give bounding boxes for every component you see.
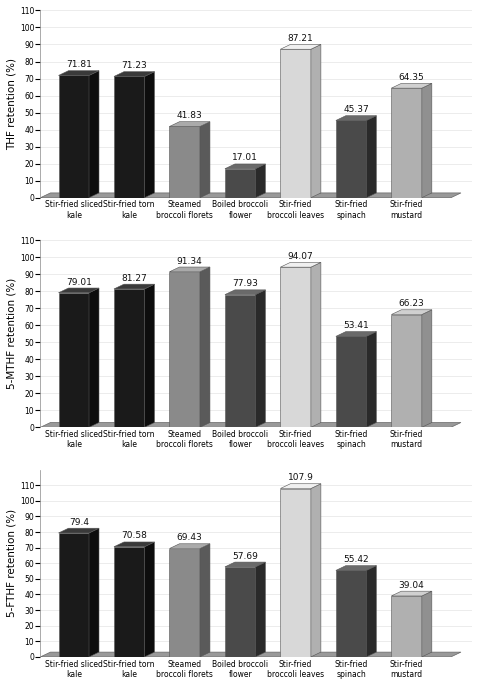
Polygon shape — [145, 284, 154, 427]
Polygon shape — [170, 544, 210, 549]
Text: 39.04: 39.04 — [399, 580, 424, 590]
Polygon shape — [170, 267, 210, 272]
Bar — [336, 570, 366, 657]
Polygon shape — [89, 71, 99, 198]
Text: 79.4: 79.4 — [69, 518, 89, 527]
Polygon shape — [40, 652, 461, 657]
Polygon shape — [200, 544, 210, 657]
Polygon shape — [391, 310, 432, 315]
Polygon shape — [255, 290, 265, 427]
Text: 107.9: 107.9 — [288, 473, 314, 482]
Text: 71.23: 71.23 — [121, 61, 147, 70]
Polygon shape — [391, 591, 432, 596]
Polygon shape — [58, 528, 99, 533]
Text: 81.27: 81.27 — [121, 274, 147, 283]
Polygon shape — [225, 290, 265, 294]
Polygon shape — [200, 267, 210, 427]
Polygon shape — [391, 84, 432, 88]
Polygon shape — [422, 310, 432, 427]
Y-axis label: 5-FTHF retention (%): 5-FTHF retention (%) — [7, 509, 17, 617]
Polygon shape — [145, 71, 154, 198]
Bar — [280, 267, 311, 427]
Text: 41.83: 41.83 — [177, 111, 203, 120]
Polygon shape — [336, 566, 376, 570]
Text: 57.69: 57.69 — [232, 552, 258, 560]
Polygon shape — [89, 288, 99, 427]
Bar — [170, 272, 200, 427]
Polygon shape — [225, 164, 265, 169]
Bar — [391, 315, 422, 427]
Bar — [225, 567, 255, 657]
Bar — [391, 88, 422, 198]
Bar — [336, 121, 366, 198]
Polygon shape — [311, 45, 321, 198]
Polygon shape — [366, 331, 376, 427]
Bar — [170, 126, 200, 198]
Text: 55.42: 55.42 — [343, 555, 369, 564]
Text: 79.01: 79.01 — [66, 278, 91, 287]
Polygon shape — [311, 484, 321, 657]
Polygon shape — [58, 71, 99, 75]
Text: 91.34: 91.34 — [177, 257, 203, 265]
Polygon shape — [280, 484, 321, 488]
Polygon shape — [225, 562, 265, 567]
Text: 45.37: 45.37 — [343, 105, 369, 114]
Text: 66.23: 66.23 — [399, 299, 424, 308]
Polygon shape — [145, 542, 154, 657]
Polygon shape — [58, 288, 99, 293]
Polygon shape — [255, 562, 265, 657]
Text: 69.43: 69.43 — [177, 533, 203, 542]
Text: 17.01: 17.01 — [232, 154, 258, 163]
Polygon shape — [40, 193, 461, 198]
Polygon shape — [366, 116, 376, 198]
Polygon shape — [255, 164, 265, 198]
Text: 94.07: 94.07 — [288, 252, 314, 261]
Y-axis label: 5-MTHF retention (%): 5-MTHF retention (%) — [7, 278, 17, 389]
Bar — [280, 49, 311, 198]
Polygon shape — [280, 45, 321, 49]
Bar — [280, 488, 311, 657]
Polygon shape — [280, 262, 321, 267]
Bar — [58, 533, 89, 657]
Polygon shape — [200, 121, 210, 198]
Y-axis label: THF retention (%): THF retention (%) — [7, 58, 17, 150]
Polygon shape — [170, 121, 210, 126]
Polygon shape — [114, 284, 154, 289]
Polygon shape — [336, 116, 376, 121]
Polygon shape — [366, 566, 376, 657]
Polygon shape — [422, 84, 432, 198]
Text: 71.81: 71.81 — [66, 60, 91, 69]
Bar — [391, 596, 422, 657]
Text: 64.35: 64.35 — [399, 73, 424, 82]
Bar — [114, 547, 145, 657]
Text: 87.21: 87.21 — [288, 34, 314, 43]
Bar — [170, 549, 200, 657]
Bar — [114, 289, 145, 427]
Polygon shape — [40, 423, 461, 427]
Polygon shape — [422, 591, 432, 657]
Polygon shape — [89, 528, 99, 657]
Bar — [114, 76, 145, 198]
Bar — [225, 169, 255, 198]
Text: 70.58: 70.58 — [121, 532, 147, 541]
Text: 53.41: 53.41 — [343, 321, 369, 330]
Bar — [58, 75, 89, 198]
Bar — [225, 294, 255, 427]
Polygon shape — [311, 262, 321, 427]
Polygon shape — [336, 331, 376, 336]
Polygon shape — [114, 71, 154, 76]
Polygon shape — [114, 542, 154, 547]
Bar — [58, 293, 89, 427]
Bar — [336, 336, 366, 427]
Text: 77.93: 77.93 — [232, 279, 258, 288]
